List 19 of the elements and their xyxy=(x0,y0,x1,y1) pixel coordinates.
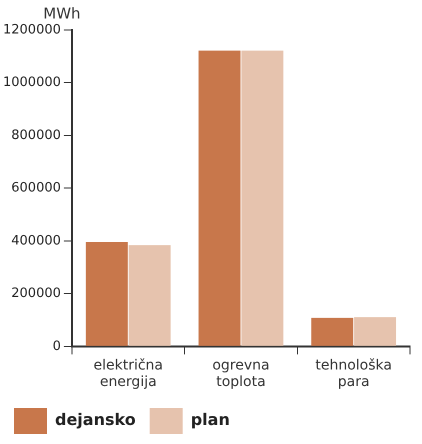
y-tick-label: 0 xyxy=(52,338,61,354)
bar xyxy=(128,245,171,346)
y-tick-label: 400000 xyxy=(11,233,61,248)
bar xyxy=(354,317,396,346)
y-tick-label: 800000 xyxy=(11,128,61,143)
legend-label: dejansko xyxy=(55,410,136,430)
bar xyxy=(86,242,128,346)
bar xyxy=(311,318,354,346)
legend-label: plan xyxy=(190,410,230,430)
y-tick-label: 200000 xyxy=(11,286,61,302)
y-tick-label: 600000 xyxy=(11,180,61,196)
x-tick-label: električna energija xyxy=(93,357,164,390)
bar xyxy=(241,50,284,346)
y-tick-label: 1000000 xyxy=(2,75,61,90)
x-tick-label: ogrevna toplota xyxy=(212,357,270,390)
y-axis-title: MWh xyxy=(43,4,81,22)
y-tick-label: 1200000 xyxy=(2,22,61,38)
x-tick-label: tehnološka para xyxy=(315,357,392,390)
bar xyxy=(198,50,241,346)
